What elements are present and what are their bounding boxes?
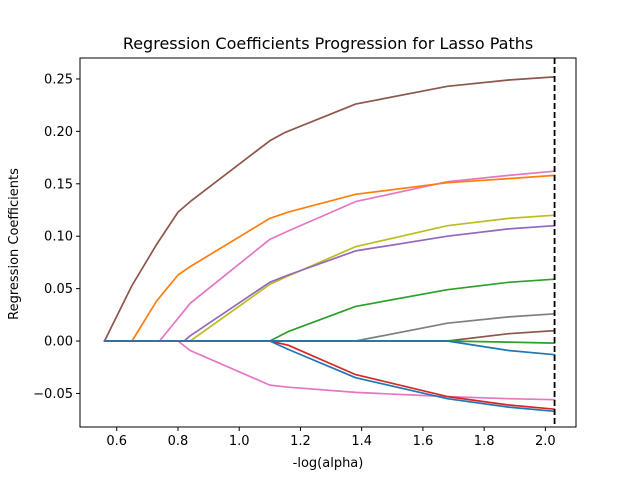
y-tick-label: 0.10 xyxy=(44,230,73,245)
series-line-11 xyxy=(103,340,556,401)
y-tick-label: 0.00 xyxy=(44,335,73,350)
y-tick-label: 0.20 xyxy=(44,125,73,140)
series-line-12 xyxy=(103,340,556,411)
y-tick-label: 0.15 xyxy=(44,177,73,192)
x-tick-label: 0.8 xyxy=(168,434,189,449)
series-layer xyxy=(103,76,556,413)
series-line-10 xyxy=(103,340,556,356)
series-line-3 xyxy=(103,174,556,342)
x-tick-label: 1.4 xyxy=(351,434,372,449)
y-tick-label: 0.05 xyxy=(44,282,73,297)
y-axis-title: Regression Coefficients xyxy=(7,168,22,320)
series-line-4 xyxy=(103,214,556,342)
series-line-1 xyxy=(103,76,556,342)
y-tick-label: −0.05 xyxy=(33,387,73,402)
series-line-5 xyxy=(103,224,556,342)
x-tick-label: 0.6 xyxy=(106,434,127,449)
axes-layer: 0.6 0.8 1.0 1.2 1.4 1.6 1.8 2.0 −0.05 0.00 0.05 0.1… xyxy=(33,57,577,449)
series-line-13 xyxy=(103,340,556,413)
series-line-6 xyxy=(103,278,556,342)
x-tick-label: 1.0 xyxy=(229,434,250,449)
x-tick-label: 1.8 xyxy=(474,434,495,449)
series-line-8 xyxy=(103,329,556,342)
x-tick-label: 1.2 xyxy=(290,434,311,449)
chart-title: Regression Coefficients Progression for … xyxy=(123,34,533,53)
x-axis-title: -log(alpha) xyxy=(293,456,364,471)
x-tick-label: 1.6 xyxy=(413,434,434,449)
plot-frame xyxy=(79,57,577,428)
y-tick-label: 0.25 xyxy=(44,72,73,87)
series-line-2 xyxy=(103,170,556,342)
x-tick-label: 2.0 xyxy=(535,434,556,449)
